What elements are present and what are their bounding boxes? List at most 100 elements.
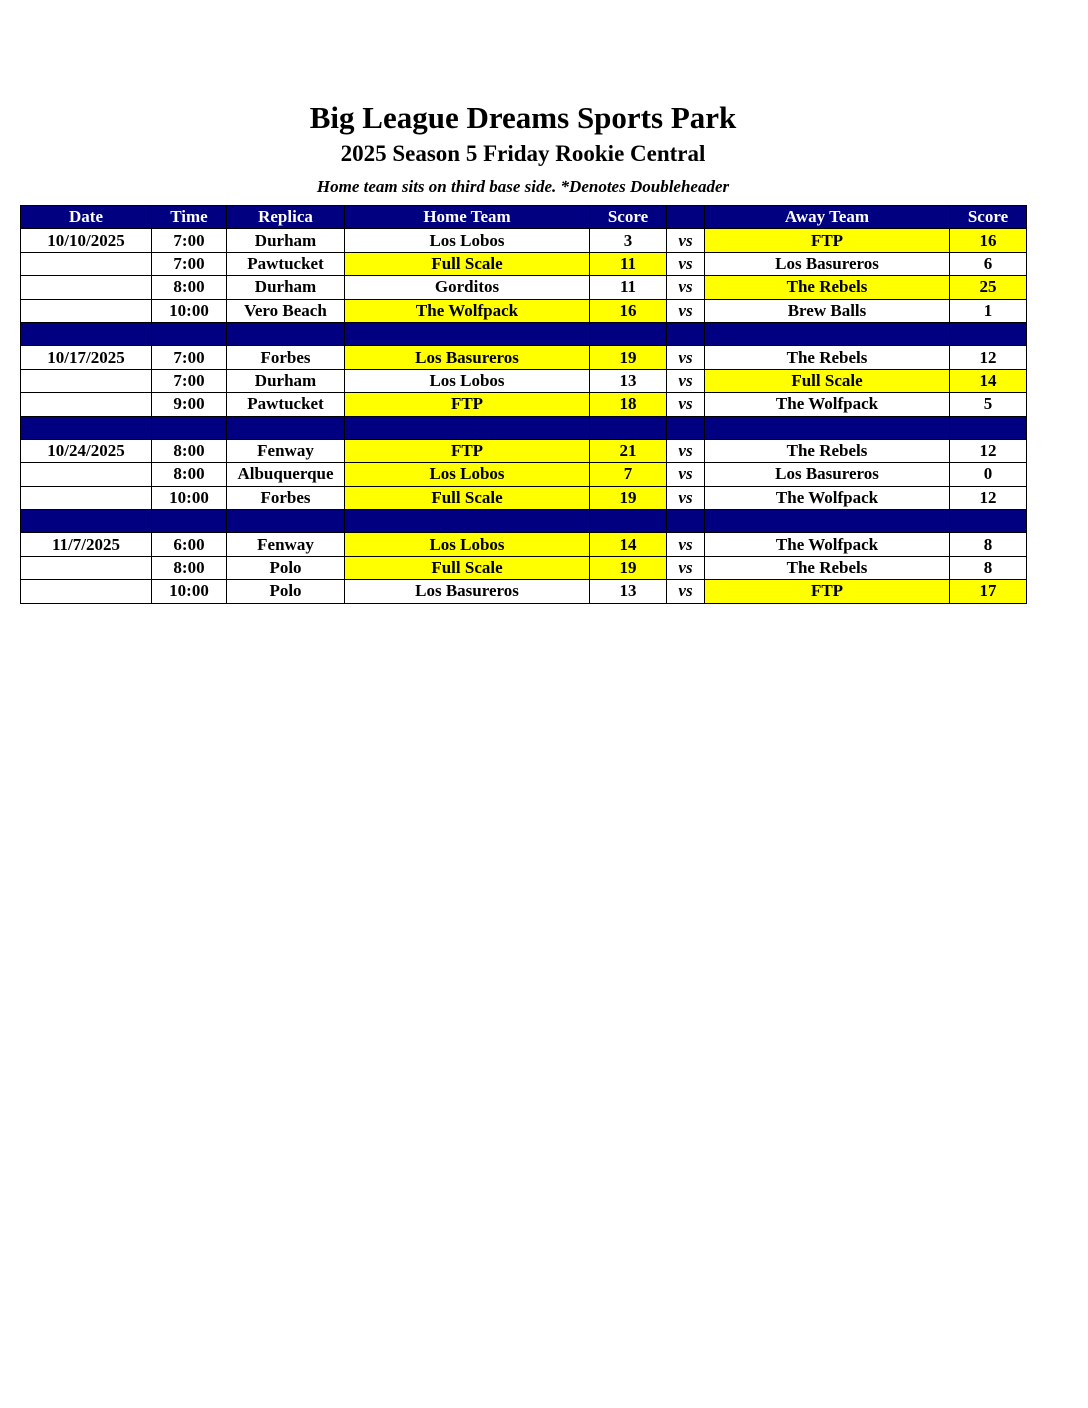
column-header-away-score: Score: [949, 204, 1027, 230]
separator-row: [20, 415, 1027, 440]
home-team-cell: Full Scale: [344, 251, 590, 277]
home-score-cell: 19: [589, 485, 667, 511]
separator-cell: [20, 509, 152, 534]
date-cell: 11/7/2025: [20, 532, 152, 557]
home-team-cell: Gorditos: [344, 275, 590, 300]
separator-cell: [20, 415, 152, 440]
column-header-time: Time: [151, 204, 227, 230]
separator-cell: [226, 321, 345, 347]
separator-cell: [20, 321, 152, 347]
home-team-cell: Los Lobos: [344, 462, 590, 487]
replica-cell: Polo: [226, 555, 345, 581]
table-row: 8:00 Polo Full Scale 19 vs The Rebels 8: [20, 555, 1027, 581]
vs-cell: vs: [666, 485, 705, 511]
away-team-cell: Brew Balls: [704, 298, 950, 323]
away-team-cell: FTP: [704, 228, 950, 253]
away-score-cell: 8: [949, 555, 1027, 581]
table-row: 10:00 Polo Los Basureros 13 vs FTP 17: [20, 579, 1027, 604]
home-score-cell: 16: [589, 298, 667, 323]
date-cell: [20, 392, 152, 417]
away-score-cell: 5: [949, 392, 1027, 417]
replica-cell: Forbes: [226, 485, 345, 511]
schedule-table: Date Time Replica Home Team Score Away Team Sc…: [20, 204, 1027, 604]
home-team-cell: The Wolfpack: [344, 298, 590, 323]
date-cell: [20, 251, 152, 277]
home-score-cell: 14: [589, 532, 667, 557]
time-cell: 7:00: [151, 368, 227, 394]
home-team-cell: Los Lobos: [344, 532, 590, 557]
replica-cell: Durham: [226, 228, 345, 253]
replica-cell: Durham: [226, 275, 345, 300]
separator-cell: [704, 321, 950, 347]
date-cell: [20, 298, 152, 323]
time-cell: 8:00: [151, 462, 227, 487]
time-cell: 8:00: [151, 555, 227, 581]
away-score-cell: 17: [949, 579, 1027, 604]
table-row: 11/7/2025 6:00 Fenway Los Lobos 14 vs The Wolf…: [20, 532, 1027, 557]
vs-cell: vs: [666, 345, 705, 370]
replica-cell: Fenway: [226, 438, 345, 464]
separator-cell: [666, 509, 705, 534]
away-score-cell: 6: [949, 251, 1027, 277]
home-score-cell: 11: [589, 275, 667, 300]
home-team-cell: Los Lobos: [344, 368, 590, 394]
away-score-cell: 25: [949, 275, 1027, 300]
vs-cell: vs: [666, 251, 705, 277]
home-team-cell: FTP: [344, 438, 590, 464]
replica-cell: Polo: [226, 579, 345, 604]
away-team-cell: The Rebels: [704, 345, 950, 370]
away-team-cell: Full Scale: [704, 368, 950, 394]
separator-cell: [151, 321, 227, 347]
away-team-cell: Los Basureros: [704, 251, 950, 277]
date-cell: [20, 275, 152, 300]
separator-cell: [666, 321, 705, 347]
away-score-cell: 0: [949, 462, 1027, 487]
time-cell: 10:00: [151, 485, 227, 511]
separator-cell: [704, 415, 950, 440]
table-row: 10/10/2025 7:00 Durham Los Lobos 3 vs FTP 16: [20, 228, 1027, 253]
home-team-cell: Full Scale: [344, 555, 590, 581]
vs-cell: vs: [666, 228, 705, 253]
separator-cell: [344, 509, 590, 534]
time-cell: 9:00: [151, 392, 227, 417]
vs-cell: vs: [666, 298, 705, 323]
separator-cell: [704, 509, 950, 534]
home-team-cell: FTP: [344, 392, 590, 417]
away-score-cell: 14: [949, 368, 1027, 394]
vs-cell: vs: [666, 392, 705, 417]
column-header-home-score: Score: [589, 204, 667, 230]
home-score-cell: 19: [589, 555, 667, 581]
home-team-cell: Los Lobos: [344, 228, 590, 253]
replica-cell: Durham: [226, 368, 345, 394]
column-header-vs: [666, 204, 705, 230]
away-score-cell: 12: [949, 485, 1027, 511]
vs-cell: vs: [666, 579, 705, 604]
column-header-date: Date: [20, 204, 152, 230]
home-team-cell: Los Basureros: [344, 345, 590, 370]
table-row: 10/17/2025 7:00 Forbes Los Basureros 19 vs The…: [20, 345, 1027, 370]
home-score-cell: 11: [589, 251, 667, 277]
home-team-cell: Los Basureros: [344, 579, 590, 604]
date-cell: [20, 555, 152, 581]
table-row: 9:00 Pawtucket FTP 18 vs The Wolfpack 5: [20, 392, 1027, 417]
home-score-cell: 19: [589, 345, 667, 370]
home-score-cell: 3: [589, 228, 667, 253]
home-score-cell: 13: [589, 368, 667, 394]
page-subtitle: 2025 Season 5 Friday Rookie Central: [340, 141, 706, 166]
date-cell: [20, 579, 152, 604]
vs-cell: vs: [666, 462, 705, 487]
replica-cell: Vero Beach: [226, 298, 345, 323]
table-row: 10/24/2025 8:00 Fenway FTP 21 vs The Rebels 12: [20, 438, 1027, 464]
separator-cell: [151, 509, 227, 534]
time-cell: 10:00: [151, 298, 227, 323]
table-row: 8:00 Albuquerque Los Lobos 7 vs Los Basureros…: [20, 462, 1027, 487]
home-team-cell: Full Scale: [344, 485, 590, 511]
away-team-cell: FTP: [704, 579, 950, 604]
date-cell: 10/24/2025: [20, 438, 152, 464]
away-score-cell: 1: [949, 298, 1027, 323]
separator-row: [20, 321, 1027, 347]
time-cell: 7:00: [151, 345, 227, 370]
time-cell: 8:00: [151, 438, 227, 464]
date-cell: 10/17/2025: [20, 345, 152, 370]
vs-cell: vs: [666, 532, 705, 557]
